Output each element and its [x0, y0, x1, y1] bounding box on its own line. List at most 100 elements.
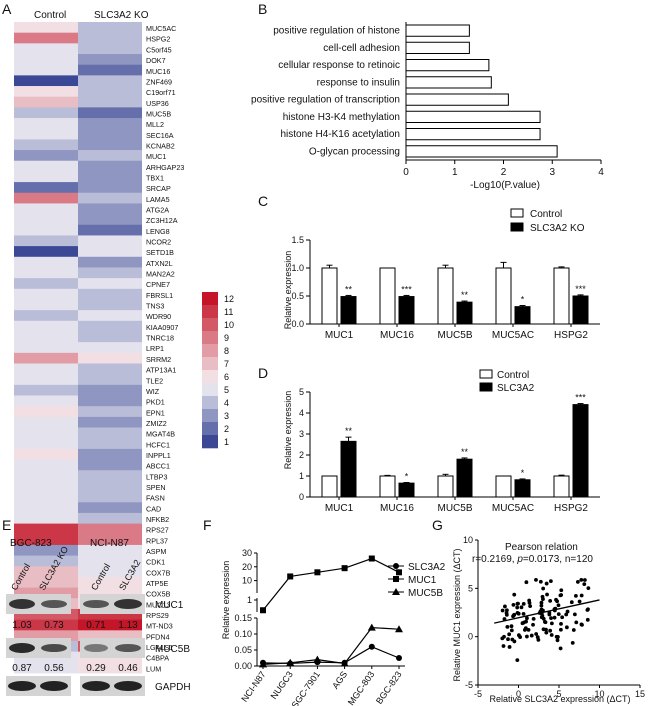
treated-bar	[456, 458, 473, 498]
data-point-muc5b	[395, 625, 403, 633]
legend-label: 12	[224, 294, 234, 304]
heatmap-cell	[14, 43, 78, 55]
go-bar	[405, 24, 470, 37]
go-bar	[405, 76, 492, 89]
scatter-point	[549, 616, 553, 621]
significance-mark: *	[405, 472, 409, 482]
heatmap-cells	[14, 22, 142, 674]
legend-swatch	[202, 357, 218, 371]
g-x-tick-label: 15	[635, 689, 645, 699]
scatter-point	[549, 621, 554, 626]
scatter-plot: -5 0 5 10 15 -5 0 5 10	[463, 535, 645, 699]
wb-band-label-muc5b: MUC5B	[155, 644, 190, 655]
significance-mark: ***	[401, 284, 412, 294]
heatmap-cell	[78, 150, 142, 162]
go-term-label: histone H3-K4 methylation	[283, 112, 400, 123]
legend-label: SLC3A2	[408, 562, 446, 573]
f-x-tick-label: AGS	[330, 669, 349, 690]
heatmap-cell	[14, 139, 78, 151]
panel-label-c: C	[258, 193, 268, 209]
heatmap-gene-label: COX5B	[146, 590, 171, 599]
heatmap-cell	[14, 470, 78, 482]
scatter-point	[565, 609, 570, 614]
scatter-point	[545, 592, 549, 597]
heatmap-cell	[14, 587, 78, 599]
heatmap-cell	[14, 384, 78, 396]
legend-swatch	[202, 396, 218, 410]
go-x-tick-label: 0	[403, 167, 409, 178]
heatmap-cell	[78, 480, 142, 492]
scatter-point	[548, 628, 553, 633]
heatmap-cell	[78, 288, 142, 300]
scatter-point	[534, 577, 538, 582]
scatter-point	[504, 612, 509, 617]
legend-label: 4	[224, 398, 229, 408]
heatmap-gene-label: MLL2	[146, 120, 164, 129]
scatter-point	[511, 602, 516, 607]
scatter-point	[548, 579, 553, 583]
scatter-point	[531, 616, 536, 621]
legend-swatch	[202, 383, 218, 397]
scatter-point	[586, 607, 590, 612]
scatter-point	[579, 593, 584, 598]
heatmap-cell	[78, 502, 142, 514]
scatter-point	[554, 634, 559, 639]
heatmap-gene-label: RPS27	[146, 526, 169, 535]
ko-bars: 0.0 0.5 1.0 1.5 ** MUC1 *** MUC16 ** MUC5B * MUC5AC…	[291, 235, 600, 341]
scatter-point	[521, 611, 526, 616]
heatmap-gene-label: KIAA0907	[146, 323, 178, 332]
wb-right-muc1-membrane	[80, 594, 145, 614]
western-blot-panel: BGC-823 NCI-N87 Control SLC3A2 KO Contro…	[6, 538, 191, 696]
legend-swatch	[202, 422, 218, 436]
scatter-point	[516, 611, 521, 616]
heatmap-cell	[78, 608, 142, 621]
heatmap-gene-label: KCNAB2	[146, 141, 175, 150]
scatter-point	[507, 632, 512, 637]
heatmap-cell	[14, 320, 78, 332]
y-tick-label: 3	[299, 429, 304, 439]
heatmap-cell	[78, 427, 142, 439]
heatmap-cell	[14, 363, 78, 375]
wb-left-gapdh-membrane	[6, 676, 71, 696]
wb-quant: 0.56	[44, 663, 64, 674]
scatter-point	[555, 638, 560, 643]
g-x-tick-label: 0	[516, 689, 521, 699]
heatmap-cell	[78, 192, 142, 204]
heatmap-cell	[78, 512, 142, 524]
x-tick-label: MUC5B	[437, 330, 472, 341]
heatmap-cell	[78, 139, 142, 151]
data-point-muc5b	[259, 660, 267, 668]
heatmap-cell	[14, 502, 78, 514]
heatmap-cell	[14, 299, 78, 311]
significance-mark: ***	[575, 393, 586, 403]
x-tick-label: MUC1	[325, 503, 354, 514]
oe-legend-control-swatch	[479, 369, 493, 379]
heatmap-cell	[78, 566, 142, 578]
heatmap-cell	[78, 235, 142, 247]
legend-label: 5	[224, 385, 229, 395]
heatmap-gene-label: LTBP3	[146, 472, 167, 481]
scatter-point	[539, 615, 544, 620]
legend-label: 3	[224, 411, 229, 421]
wb-right-title: NCI-N87	[90, 538, 129, 549]
heatmap-gene-label: MUC16	[146, 67, 170, 76]
heatmap-cell	[78, 448, 142, 460]
g-y-tick-label: -5	[465, 680, 473, 690]
data-point-muc1	[287, 573, 294, 580]
scatter-point	[582, 578, 587, 582]
x-tick-label: MUC5B	[437, 503, 472, 514]
go-x-tick-label: 4	[598, 167, 604, 178]
g-y-tick-label: 10	[463, 535, 473, 545]
scatter-point	[544, 581, 549, 586]
treated-bar	[572, 295, 589, 325]
f-x-tick-label: MGC-803	[346, 669, 377, 706]
ko-legend-ko: SLC3A2 KO	[530, 223, 585, 234]
heatmap-gene-label: SRRM2	[146, 355, 171, 364]
legend-marker	[393, 563, 399, 569]
treated-bar	[340, 440, 357, 498]
y-tick-label: 5	[299, 387, 304, 397]
legend-label: 7	[224, 359, 229, 369]
heatmap-cell	[14, 619, 78, 631]
oe-legend-slc3a2-swatch	[479, 382, 493, 392]
heatmap-gene-label: ZNF469	[146, 77, 172, 86]
